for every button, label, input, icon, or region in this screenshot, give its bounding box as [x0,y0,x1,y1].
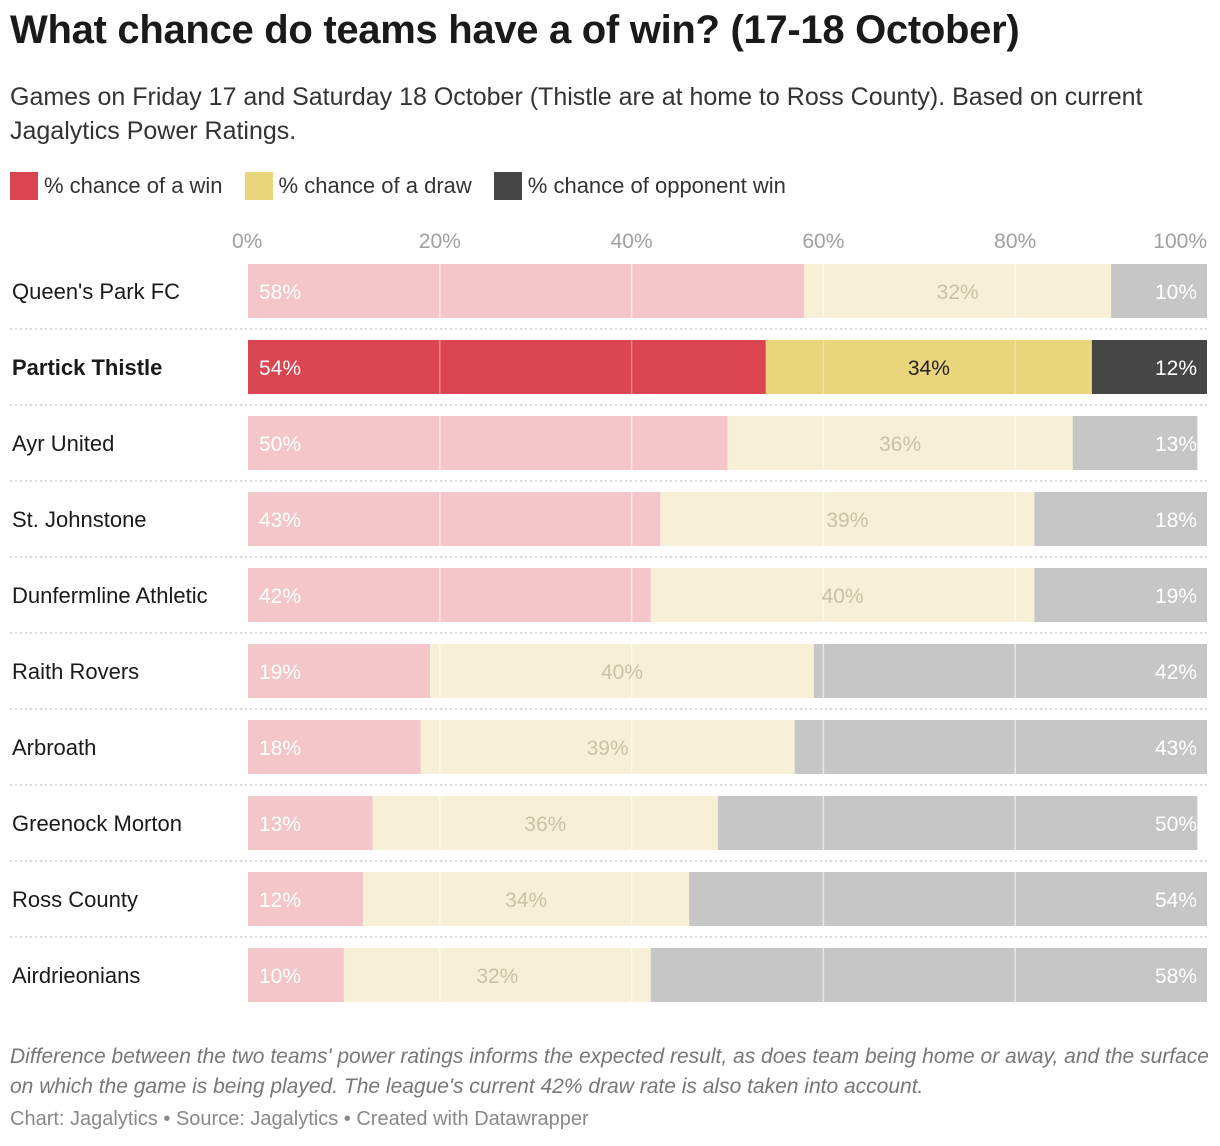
value-label: 50% [1155,813,1197,836]
bar-segment [717,796,1198,850]
bar-segment [1091,340,1207,394]
stacked-bar-chart: 0% 20% 40% 60% 80% 100% Queen's Park FC 58% 32% 1… [10,230,1207,1002]
bar-segment [1034,568,1207,622]
value-label: 18% [1155,509,1197,532]
x-tick-label: 100% [1153,230,1207,253]
bar-segment [650,948,1207,1002]
x-tick-label: 80% [994,230,1036,253]
bar-segment [363,872,690,926]
value-label: 19% [1155,585,1197,608]
chart-title: What chance do teams have a of win? (17-… [10,8,1020,52]
x-tick-label: 60% [802,230,844,253]
value-label: 34% [908,357,950,380]
value-label: 40% [601,661,643,684]
bar-segment [248,872,364,926]
value-label: 34% [505,889,547,912]
value-label: 19% [259,661,301,684]
value-label: 54% [1155,889,1197,912]
bar-segment [1072,416,1198,470]
bar-segment [248,948,344,1002]
x-tick-label: 40% [611,230,653,253]
bar-segment [248,644,431,698]
bar-segment [650,568,1035,622]
bar-segment [343,948,651,1002]
bar-segment [1111,264,1207,318]
category-label: Queen's Park FC [12,279,180,304]
bar-segment [765,340,1092,394]
legend: % chance of a win % chance of a draw % c… [10,172,808,200]
bar-segment [813,644,1207,698]
bar-segment [248,568,651,622]
value-label: 50% [259,433,301,456]
value-label: 12% [1155,357,1197,380]
value-label: 43% [1155,737,1197,760]
value-label: 18% [259,737,301,760]
legend-swatch-opponent-win [493,172,522,200]
bar-segment [248,796,373,850]
chart-subtitle: Games on Friday 17 and Saturday 18 Octob… [10,83,1143,145]
bar-segment [248,492,661,546]
legend-swatch-win [10,172,38,200]
legend-label-opponent-win: % chance of opponent win [527,173,786,198]
value-label: 10% [1155,281,1197,304]
bar-segment [1034,492,1207,546]
legend-label-win: % chance of a win [44,173,223,198]
value-label: 32% [476,965,518,988]
bar-segment [372,796,718,850]
bar-segment [804,264,1112,318]
value-label: 32% [937,281,979,304]
bar-segment [248,264,805,318]
category-label: Dunfermline Athletic [12,583,208,608]
value-label: 43% [259,509,301,532]
value-label: 39% [826,509,868,532]
category-label: Ross County [12,887,138,912]
legend-item-opponent-win: % chance of opponent win [493,172,786,200]
bar-segment [248,720,421,774]
legend-item-draw: % chance of a draw [244,172,472,200]
category-label: Partick Thistle [12,355,162,380]
value-label: 58% [259,281,301,304]
value-label: 10% [259,965,301,988]
value-label: 39% [587,737,629,760]
category-label: Arbroath [12,735,96,760]
value-label: 36% [524,813,566,836]
value-label: 13% [1155,433,1197,456]
value-label: 54% [259,357,301,380]
category-label: St. Johnstone [12,507,147,532]
value-label: 42% [1155,661,1197,684]
bar-segment [248,340,766,394]
chart-notes: Difference between the two teams' power … [10,1045,1209,1098]
category-label: Raith Rovers [12,659,139,684]
value-label: 36% [879,433,921,456]
category-label: Greenock Morton [12,811,182,836]
x-tick-label: 20% [419,230,461,253]
value-label: 42% [259,585,301,608]
legend-item-win: % chance of a win [10,172,223,200]
bar-segment [689,872,1207,926]
value-label: 58% [1155,965,1197,988]
bar-segment [794,720,1207,774]
legend-label-draw: % chance of a draw [278,173,472,198]
bar-segment [660,492,1035,546]
bar-segment [430,644,814,698]
value-label: 13% [259,813,301,836]
bar-segment [420,720,795,774]
bar-segment [248,416,728,470]
value-label: 40% [822,585,864,608]
x-tick-label: 0% [232,230,262,253]
legend-swatch-draw [244,172,273,200]
category-label: Airdrieonians [12,963,140,988]
chart-byline: Chart: Jagalytics • Source: Jagalytics •… [10,1108,589,1130]
value-label: 12% [259,889,301,912]
category-label: Ayr United [12,431,114,456]
